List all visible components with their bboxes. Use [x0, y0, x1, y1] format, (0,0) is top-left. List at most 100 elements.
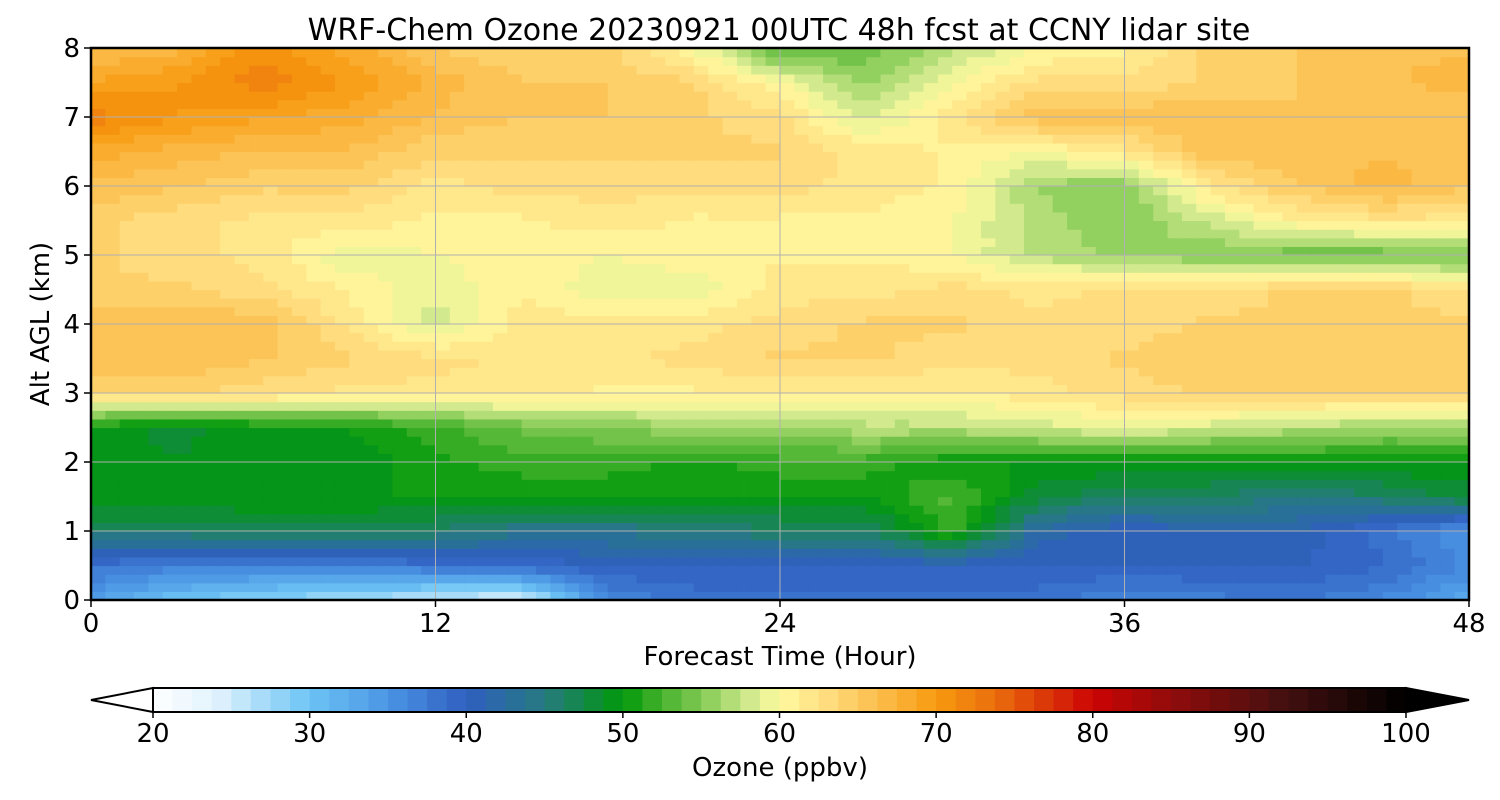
- heatmap-cell: [306, 255, 322, 265]
- heatmap-cell: [607, 591, 623, 601]
- heatmap-cell: [320, 358, 336, 368]
- heatmap-cell: [622, 324, 638, 334]
- heatmap-cell: [751, 479, 767, 489]
- heatmap-cell: [1440, 367, 1456, 377]
- heatmap-cell: [492, 487, 508, 498]
- heatmap-cell: [980, 220, 996, 230]
- heatmap-cell: [263, 401, 279, 411]
- heatmap-cell: [435, 393, 451, 403]
- heatmap-cell: [1038, 160, 1054, 170]
- heatmap-cell: [780, 375, 795, 385]
- heatmap-cell: [1311, 160, 1327, 170]
- heatmap-cell: [966, 358, 982, 368]
- heatmap-cell: [1224, 280, 1240, 291]
- heatmap-cell: [363, 298, 379, 308]
- heatmap-cell: [808, 246, 824, 256]
- heatmap-cell: [823, 513, 839, 523]
- heatmap-cell: [550, 531, 566, 541]
- heatmap-cell: [1268, 160, 1283, 170]
- heatmap-cell: [579, 358, 594, 368]
- heatmap-cell: [593, 349, 609, 360]
- heatmap-cell: [894, 341, 910, 351]
- heatmap-cell: [894, 462, 910, 472]
- heatmap-cell: [794, 462, 810, 472]
- heatmap-cell: [191, 574, 207, 584]
- heatmap-cell: [177, 246, 193, 256]
- heatmap-cell: [1224, 306, 1240, 316]
- heatmap-cell: [966, 418, 982, 429]
- heatmap-cell: [1253, 358, 1269, 368]
- heatmap-cell: [650, 306, 666, 316]
- heatmap-cell: [823, 186, 839, 196]
- heatmap-cell: [1081, 556, 1097, 567]
- heatmap-cell: [622, 496, 638, 506]
- heatmap-cell: [1454, 263, 1470, 273]
- heatmap-cell: [1311, 220, 1327, 230]
- heatmap-cell: [650, 556, 666, 567]
- heatmap-cell: [923, 298, 939, 308]
- heatmap-cell: [1368, 229, 1384, 239]
- heatmap-cell: [234, 487, 250, 498]
- heatmap-cell: [665, 272, 681, 282]
- heatmap-cell: [464, 401, 480, 411]
- heatmap-cell: [780, 349, 795, 360]
- heatmap-cell: [1311, 522, 1327, 532]
- heatmap-cell: [1138, 591, 1154, 601]
- heatmap-cell: [148, 229, 164, 239]
- heatmap-cell: [1038, 453, 1054, 463]
- heatmap-cell: [665, 496, 681, 506]
- heatmap-cell: [306, 332, 322, 342]
- heatmap-cell: [937, 505, 953, 515]
- heatmap-cell: [1454, 280, 1470, 291]
- heatmap-cell: [708, 479, 724, 489]
- heatmap-cell: [464, 160, 480, 170]
- heatmap-cell: [1425, 168, 1441, 178]
- heatmap-cell: [320, 531, 336, 541]
- heatmap-cell: [708, 582, 724, 592]
- heatmap-cell: [1210, 384, 1226, 394]
- heatmap-cell: [1354, 229, 1370, 239]
- heatmap-cell: [564, 160, 580, 170]
- heatmap-cell: [1224, 220, 1240, 230]
- heatmap-cell: [593, 237, 609, 247]
- heatmap-cell: [1196, 522, 1212, 532]
- heatmap-cell: [866, 565, 882, 575]
- heatmap-cell: [177, 418, 193, 429]
- heatmap-cell: [521, 505, 537, 515]
- heatmap-cell: [1454, 436, 1470, 446]
- heatmap-cell: [1339, 220, 1355, 230]
- heatmap-cell: [1354, 341, 1370, 351]
- heatmap-cell: [492, 237, 508, 247]
- heatmap-cell: [263, 203, 279, 213]
- heatmap-cell: [1397, 229, 1413, 239]
- heatmap-cell: [263, 487, 279, 498]
- heatmap-cell: [1311, 393, 1327, 403]
- heatmap-cell: [1368, 479, 1384, 489]
- heatmap-cell: [306, 436, 322, 446]
- heatmap-cell: [607, 427, 623, 437]
- heatmap-cell: [765, 591, 781, 601]
- heatmap-cell: [378, 591, 394, 601]
- heatmap-cell: [91, 410, 106, 420]
- heatmap-cell: [1153, 220, 1169, 230]
- heatmap-cell: [177, 375, 193, 385]
- heatmap-cell: [1210, 462, 1226, 472]
- heatmap-cell: [406, 358, 422, 368]
- heatmap-cell: [277, 410, 293, 420]
- heatmap-cell: [765, 168, 781, 178]
- heatmap-cell: [1325, 237, 1341, 247]
- heatmap-cell: [966, 367, 982, 377]
- heatmap-cell: [636, 427, 652, 437]
- heatmap-cell: [1440, 401, 1456, 411]
- heatmap-cell: [1210, 358, 1226, 368]
- heatmap-cell: [349, 229, 365, 239]
- heatmap-cell: [1009, 151, 1025, 161]
- heatmap-cell: [1454, 453, 1470, 463]
- heatmap-cell: [1224, 522, 1240, 532]
- heatmap-cell: [1138, 151, 1154, 161]
- heatmap-cell: [1311, 246, 1327, 256]
- heatmap-cell: [406, 462, 422, 472]
- heatmap-cell: [1067, 367, 1083, 377]
- heatmap-cell: [105, 220, 121, 230]
- heatmap-cell: [363, 453, 379, 463]
